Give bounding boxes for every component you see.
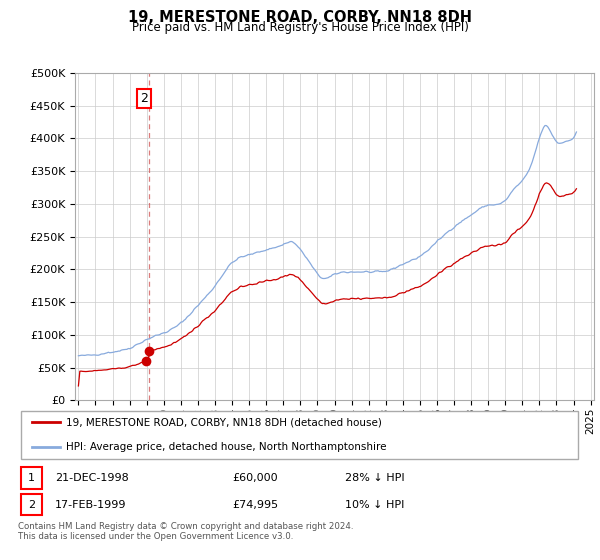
Text: 2: 2 (28, 500, 35, 510)
Text: £74,995: £74,995 (232, 500, 278, 510)
Text: 17-FEB-1999: 17-FEB-1999 (55, 500, 126, 510)
Text: 2: 2 (140, 92, 148, 105)
Text: 28% ↓ HPI: 28% ↓ HPI (345, 473, 405, 483)
Text: £60,000: £60,000 (232, 473, 278, 483)
Text: Contains HM Land Registry data © Crown copyright and database right 2024.
This d: Contains HM Land Registry data © Crown c… (18, 522, 353, 542)
Text: HPI: Average price, detached house, North Northamptonshire: HPI: Average price, detached house, Nort… (66, 442, 386, 452)
FancyBboxPatch shape (21, 494, 42, 515)
Text: Price paid vs. HM Land Registry's House Price Index (HPI): Price paid vs. HM Land Registry's House … (131, 21, 469, 34)
FancyBboxPatch shape (21, 412, 578, 459)
FancyBboxPatch shape (21, 468, 42, 489)
Text: 19, MERESTONE ROAD, CORBY, NN18 8DH (detached house): 19, MERESTONE ROAD, CORBY, NN18 8DH (det… (66, 417, 382, 427)
Text: 19, MERESTONE ROAD, CORBY, NN18 8DH: 19, MERESTONE ROAD, CORBY, NN18 8DH (128, 10, 472, 25)
Text: 21-DEC-1998: 21-DEC-1998 (55, 473, 128, 483)
Text: 1: 1 (28, 473, 35, 483)
Text: 10% ↓ HPI: 10% ↓ HPI (345, 500, 404, 510)
